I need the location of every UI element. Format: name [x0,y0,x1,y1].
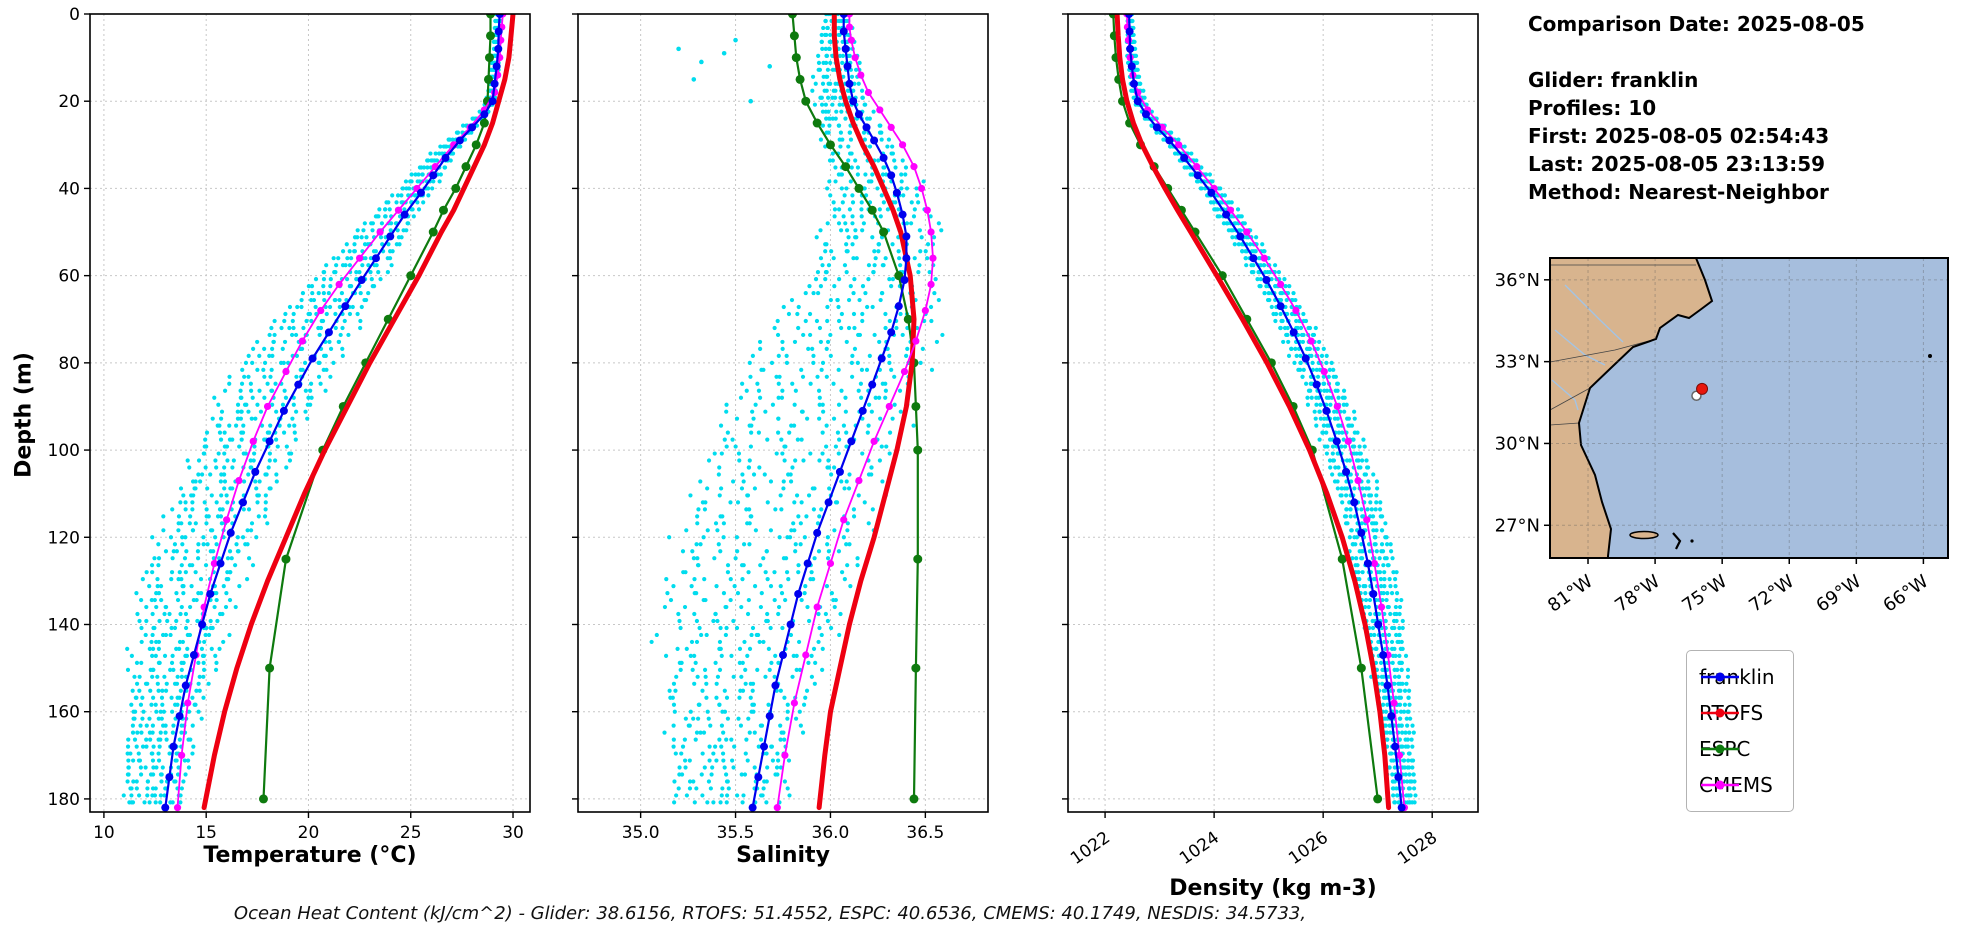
salinity-profile-plot: 35.0 35.5 36.0 36.5 [572,13,989,843]
land [1550,258,1712,558]
svg-text:35.5: 35.5 [717,823,755,843]
y-axis-label: Depth (m) [11,352,37,478]
svg-text:80: 80 [58,354,80,374]
glider-name: Glider: franklin [1528,68,1699,92]
islands [1629,354,1932,550]
plot-content [121,14,516,812]
legend-swatch [1701,672,1739,682]
svg-text:120: 120 [48,528,80,548]
y-ticks: 0 20 40 60 80 100 120 140 160 180 [48,5,90,810]
state-borders [1549,264,1696,426]
svg-text:15: 15 [195,823,217,843]
x-ticks: 35.0 35.5 36.0 36.5 [622,812,944,843]
x-ticks: 1022 1024 1026 1028 [1067,812,1441,869]
legend-swatch [1701,780,1739,790]
coastline [1577,257,1714,558]
plot-content [1108,14,1418,812]
plot-area [578,14,988,812]
svg-text:25: 25 [400,823,422,843]
svg-text:20: 20 [58,92,80,112]
rivers [1551,284,1624,411]
salinity-axis-label: Salinity [736,843,830,868]
svg-text:0: 0 [69,5,80,25]
svg-text:36.0: 36.0 [812,823,850,843]
svg-text:1026: 1026 [1285,828,1332,869]
svg-text:72°W: 72°W [1745,571,1798,617]
legend-item-franklin: franklin [1699,659,1775,695]
location-map: 81°W 78°W 75°W 72°W 69°W 66°W 36°N 33°N 30°N 27°N [1495,257,1949,617]
density-axis-label: Density (kg m-3) [1169,876,1377,901]
svg-text:40: 40 [58,179,80,199]
svg-text:75°W: 75°W [1678,571,1731,617]
y-ticks [1062,13,1068,800]
svg-text:20: 20 [298,823,320,843]
axes-spine [577,13,989,813]
series-RTOFS [816,14,917,811]
temperature-profile-plot: 10 15 20 25 30 0 20 40 60 80 100 120 140 160 180 [48,5,531,843]
svg-text:69°W: 69°W [1812,571,1865,617]
temperature-axis-label: Temperature (°C) [203,843,417,868]
method: Method: Nearest-Neighbor [1528,180,1829,204]
legend-item-CMEMS: CMEMS [1699,767,1775,803]
svg-text:180: 180 [48,790,80,810]
plot-area [1068,14,1478,812]
svg-text:1028: 1028 [1394,828,1441,869]
plot-content [649,14,945,812]
legend-swatch [1701,744,1739,754]
svg-text:10: 10 [93,823,115,843]
axes-spine [89,13,531,813]
series-CMEMS [773,14,937,812]
profile-count: Profiles: 10 [1528,96,1657,120]
svg-text:66°W: 66°W [1880,571,1933,617]
x-ticks: 10 15 20 25 30 [93,812,524,843]
series-franklin [161,14,504,812]
svg-text:1022: 1022 [1067,828,1114,869]
glider-location-markers [1691,382,1709,401]
svg-text:1024: 1024 [1176,828,1223,869]
legend: franklin RTOFS ESPC CMEMS [1686,650,1794,812]
svg-text:60: 60 [58,267,80,287]
svg-text:33°N: 33°N [1495,352,1540,373]
svg-text:160: 160 [48,703,80,723]
svg-text:100: 100 [48,441,80,461]
svg-text:30: 30 [502,823,524,843]
graticule [1550,258,1948,558]
last-profile-time: Last: 2025-08-05 23:13:59 [1528,152,1826,176]
svg-text:27°N: 27°N [1495,515,1540,536]
svg-text:30°N: 30°N [1495,433,1540,454]
legend-item-ESPC: ESPC [1699,731,1775,767]
series-RTOFS [201,14,516,811]
density-profile-plot: 1022 1024 1026 1028 [1062,13,1479,869]
legend-item-RTOFS: RTOFS [1699,695,1775,731]
series-franklin [1125,14,1406,812]
svg-text:78°W: 78°W [1611,571,1664,617]
first-profile-time: First: 2025-08-05 02:54:43 [1528,124,1830,148]
map-spine [1549,257,1949,559]
y-ticks [572,13,578,800]
series-ESPC [787,14,923,804]
legend-swatch [1701,708,1739,718]
spacer-line [1528,38,1865,66]
svg-text:36°N: 36°N [1495,270,1540,291]
series-franklin [748,14,911,812]
glider-marker [1696,382,1709,395]
series-RTOFS [1114,14,1392,811]
svg-text:81°W: 81°W [1544,571,1597,617]
svg-text:140: 140 [48,615,80,635]
info-panel: Comparison Date: 2025-08-05 Glider: fran… [1528,10,1865,206]
svg-text:35.0: 35.0 [622,823,660,843]
svg-text:36.5: 36.5 [906,823,944,843]
ohc-footer: Ocean Heat Content (kJ/cm^2) - Glider: 3… [233,903,1307,924]
comparison-date: Comparison Date: 2025-08-05 [1528,12,1865,36]
axes-spine [1067,13,1479,813]
